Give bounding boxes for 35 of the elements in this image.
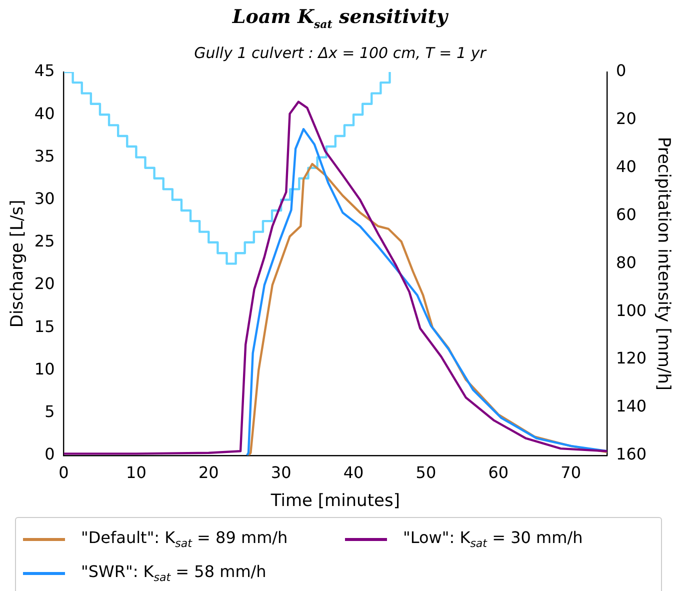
y2-tick-label: 20 <box>616 109 636 128</box>
y2-tick-label: 140 <box>616 396 647 416</box>
y-tick-label: 40 <box>34 104 55 123</box>
y-tick-label: 25 <box>34 232 55 251</box>
y-tick-label: 10 <box>34 359 55 378</box>
y-tick-label: 45 <box>34 61 55 80</box>
x-tick-label: 0 <box>58 463 69 482</box>
y2-tick-label: 120 <box>616 348 647 368</box>
x-tick-label: 70 <box>560 463 582 482</box>
y-tick-label: 30 <box>34 188 55 208</box>
y2-axis-title: Precipitation intensity [mm/h] <box>653 136 674 391</box>
y2-tick-label: 100 <box>616 300 647 320</box>
chart-title: Loam K$_{sat}$ sensitivity <box>231 6 450 31</box>
legend-label: "Low": K$_{sat}$ = 30 mm/h <box>403 528 583 550</box>
y-tick-label: 15 <box>34 316 55 336</box>
y2-tick-label: 80 <box>616 252 636 272</box>
x-tick-label: 50 <box>416 463 436 482</box>
y2-tick-label: 60 <box>616 204 636 224</box>
x-tick-label: 40 <box>343 463 364 482</box>
x-tick-label: 30 <box>270 463 292 482</box>
y-tick-label: 20 <box>34 274 55 294</box>
y-tick-label: 5 <box>44 402 55 421</box>
y2-tick-label: 160 <box>616 444 647 464</box>
y-tick-label: 0 <box>44 444 55 464</box>
chart-subtitle: Gully 1 culvert : Δx = 100 cm, T = 1 yr <box>193 44 488 62</box>
y2-tick-label: 0 <box>616 61 626 80</box>
y2-tick-label: 40 <box>616 157 636 176</box>
x-tick-label: 60 <box>488 463 509 482</box>
legend-label: "SWR": K$_{sat}$ = 58 mm/h <box>81 562 266 584</box>
x-tick-label: 20 <box>198 463 219 482</box>
y-axis-title: Discharge [L/s] <box>8 200 28 328</box>
x-axis-title: Time [minutes] <box>270 491 400 512</box>
y-tick-label: 35 <box>34 146 55 166</box>
x-tick-label: 10 <box>126 463 146 482</box>
legend-label: "Default": K$_{sat}$ = 89 mm/h <box>81 528 288 550</box>
